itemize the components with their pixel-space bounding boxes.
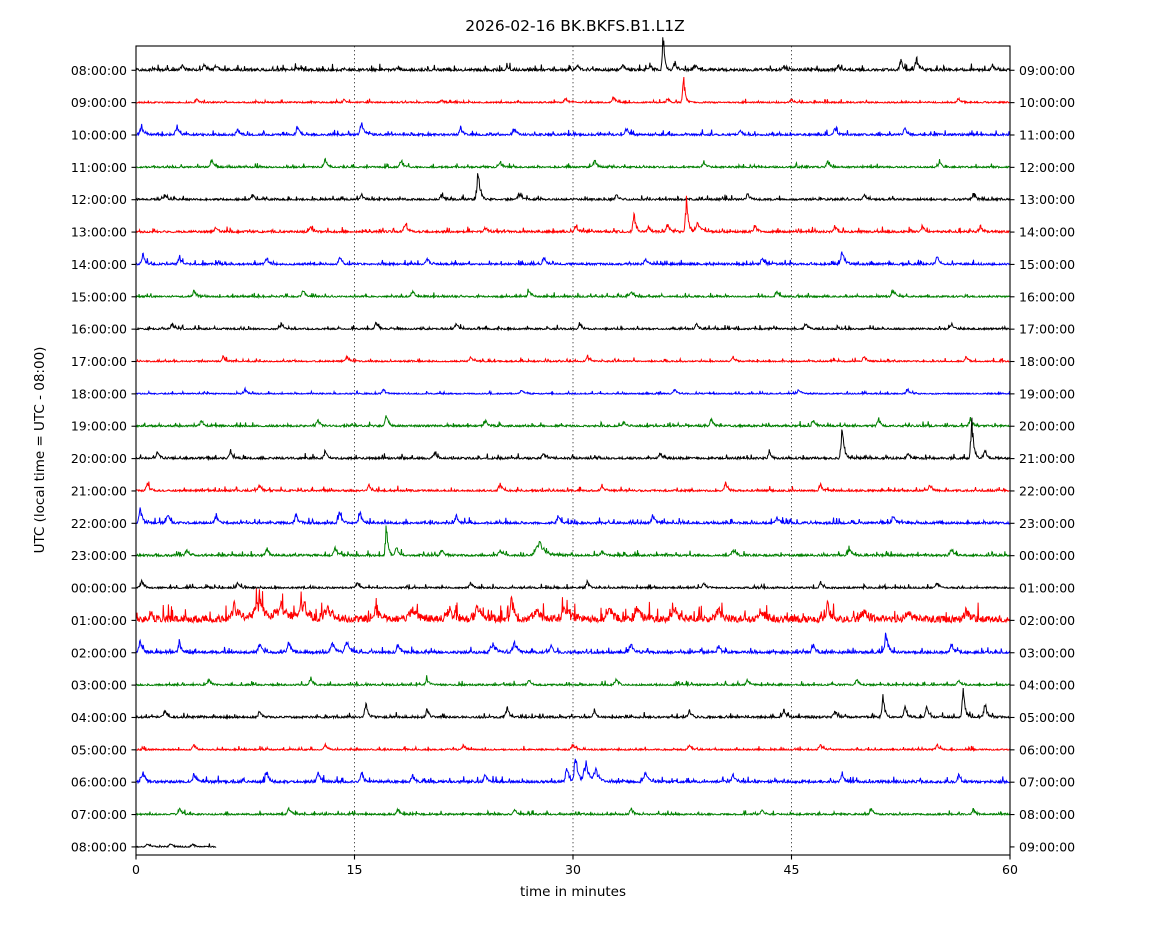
x-tick-label: 60 (1002, 862, 1018, 877)
left-tick-label: 17:00:00 (71, 354, 127, 369)
right-tick-label: 08:00:00 (1019, 807, 1075, 822)
right-tick-label: 21:00:00 (1019, 451, 1075, 466)
trace-row-090000 (135, 76, 1011, 105)
trace-row-170000 (135, 354, 1011, 364)
trace-row-230000 (135, 525, 1011, 559)
left-tick-label: 12:00:00 (71, 192, 127, 207)
right-tick-label: 16:00:00 (1019, 289, 1075, 304)
trace-group (135, 37, 1011, 849)
right-tick-label: 17:00:00 (1019, 322, 1075, 337)
trace-row-110000 (135, 157, 1011, 170)
trace-row-010000 (135, 588, 1011, 625)
x-tick-label: 0 (132, 862, 140, 877)
left-tick-label: 14:00:00 (71, 257, 127, 272)
left-tick-label: 06:00:00 (71, 775, 127, 790)
left-tick-label: 08:00:00 (71, 839, 127, 854)
left-axis-ticks: 08:00:00 09:00:00 10:00:00 11:00:00 12:00:00… (71, 63, 136, 854)
left-tick-label: 23:00:00 (71, 548, 127, 563)
left-tick-label: 21:00:00 (71, 483, 127, 498)
trace-row-180000 (135, 386, 1011, 396)
left-tick-label: 20:00:00 (71, 451, 127, 466)
right-tick-label: 03:00:00 (1019, 645, 1075, 660)
left-tick-label: 04:00:00 (71, 710, 127, 725)
left-tick-label: 11:00:00 (71, 160, 127, 175)
right-tick-label: 15:00:00 (1019, 257, 1075, 272)
left-tick-label: 00:00:00 (71, 581, 127, 596)
right-tick-label: 13:00:00 (1019, 192, 1075, 207)
trace-row-150000 (135, 288, 1011, 300)
left-tick-label: 01:00:00 (71, 613, 127, 628)
right-axis-ticks: 09:00:00 10:00:00 11:00:00 12:00:00 13:00:00… (1010, 63, 1075, 854)
right-tick-label: 06:00:00 (1019, 742, 1075, 757)
page-title: 2026-02-16 BK.BKFS.B1.L1Z (465, 17, 684, 35)
right-tick-label: 20:00:00 (1019, 419, 1075, 434)
trace-row-080000 (135, 843, 217, 849)
x-tick-label: 15 (347, 862, 363, 877)
right-tick-label: 23:00:00 (1019, 516, 1075, 531)
trace-row-080000 (135, 37, 1011, 73)
right-tick-label: 19:00:00 (1019, 386, 1075, 401)
left-tick-label: 13:00:00 (71, 225, 127, 240)
left-tick-label: 02:00:00 (71, 645, 127, 660)
trace-row-120000 (135, 173, 1011, 203)
right-tick-label: 18:00:00 (1019, 354, 1075, 369)
x-tick-label: 45 (784, 862, 800, 877)
right-tick-label: 14:00:00 (1019, 225, 1075, 240)
trace-row-070000 (135, 806, 1011, 817)
right-tick-label: 12:00:00 (1019, 160, 1075, 175)
trace-row-100000 (135, 122, 1011, 138)
right-tick-label: 04:00:00 (1019, 678, 1075, 693)
trace-row-030000 (135, 675, 1011, 688)
right-tick-label: 11:00:00 (1019, 127, 1075, 142)
trace-row-050000 (135, 742, 1011, 753)
left-tick-label: 03:00:00 (71, 678, 127, 693)
right-tick-label: 02:00:00 (1019, 613, 1075, 628)
left-tick-label: 19:00:00 (71, 419, 127, 434)
trace-row-140000 (135, 251, 1011, 267)
right-tick-label: 10:00:00 (1019, 95, 1075, 110)
trace-row-200000 (135, 417, 1011, 462)
trace-row-220000 (135, 507, 1011, 526)
left-tick-label: 15:00:00 (71, 289, 127, 304)
left-tick-label: 08:00:00 (71, 63, 127, 78)
trace-row-210000 (135, 481, 1011, 494)
left-tick-label: 09:00:00 (71, 95, 127, 110)
left-tick-label: 05:00:00 (71, 742, 127, 757)
left-tick-label: 07:00:00 (71, 807, 127, 822)
x-axis-label: time in minutes (520, 884, 626, 900)
trace-row-190000 (135, 415, 1011, 429)
left-tick-label: 22:00:00 (71, 516, 127, 531)
x-axis-ticks: 0 15 30 45 60 (132, 855, 1018, 877)
x-tick-label: 30 (565, 862, 581, 877)
y-axis-label: UTC (local time = UTC - 08:00) (32, 347, 48, 554)
trace-row-160000 (135, 321, 1011, 332)
trace-row-000000 (135, 578, 1011, 591)
right-tick-label: 09:00:00 (1019, 63, 1075, 78)
right-tick-label: 05:00:00 (1019, 710, 1075, 725)
trace-row-040000 (135, 688, 1011, 720)
left-tick-label: 16:00:00 (71, 322, 127, 337)
trace-row-020000 (135, 632, 1011, 656)
right-tick-label: 07:00:00 (1019, 775, 1075, 790)
trace-row-060000 (135, 758, 1011, 785)
left-tick-label: 18:00:00 (71, 386, 127, 401)
right-tick-label: 22:00:00 (1019, 483, 1075, 498)
x-gridlines (354, 46, 792, 855)
right-tick-label: 00:00:00 (1019, 548, 1075, 563)
right-tick-label: 01:00:00 (1019, 581, 1075, 596)
left-tick-label: 10:00:00 (71, 127, 127, 142)
trace-row-130000 (135, 195, 1011, 235)
right-tick-label: 09:00:00 (1019, 839, 1075, 854)
